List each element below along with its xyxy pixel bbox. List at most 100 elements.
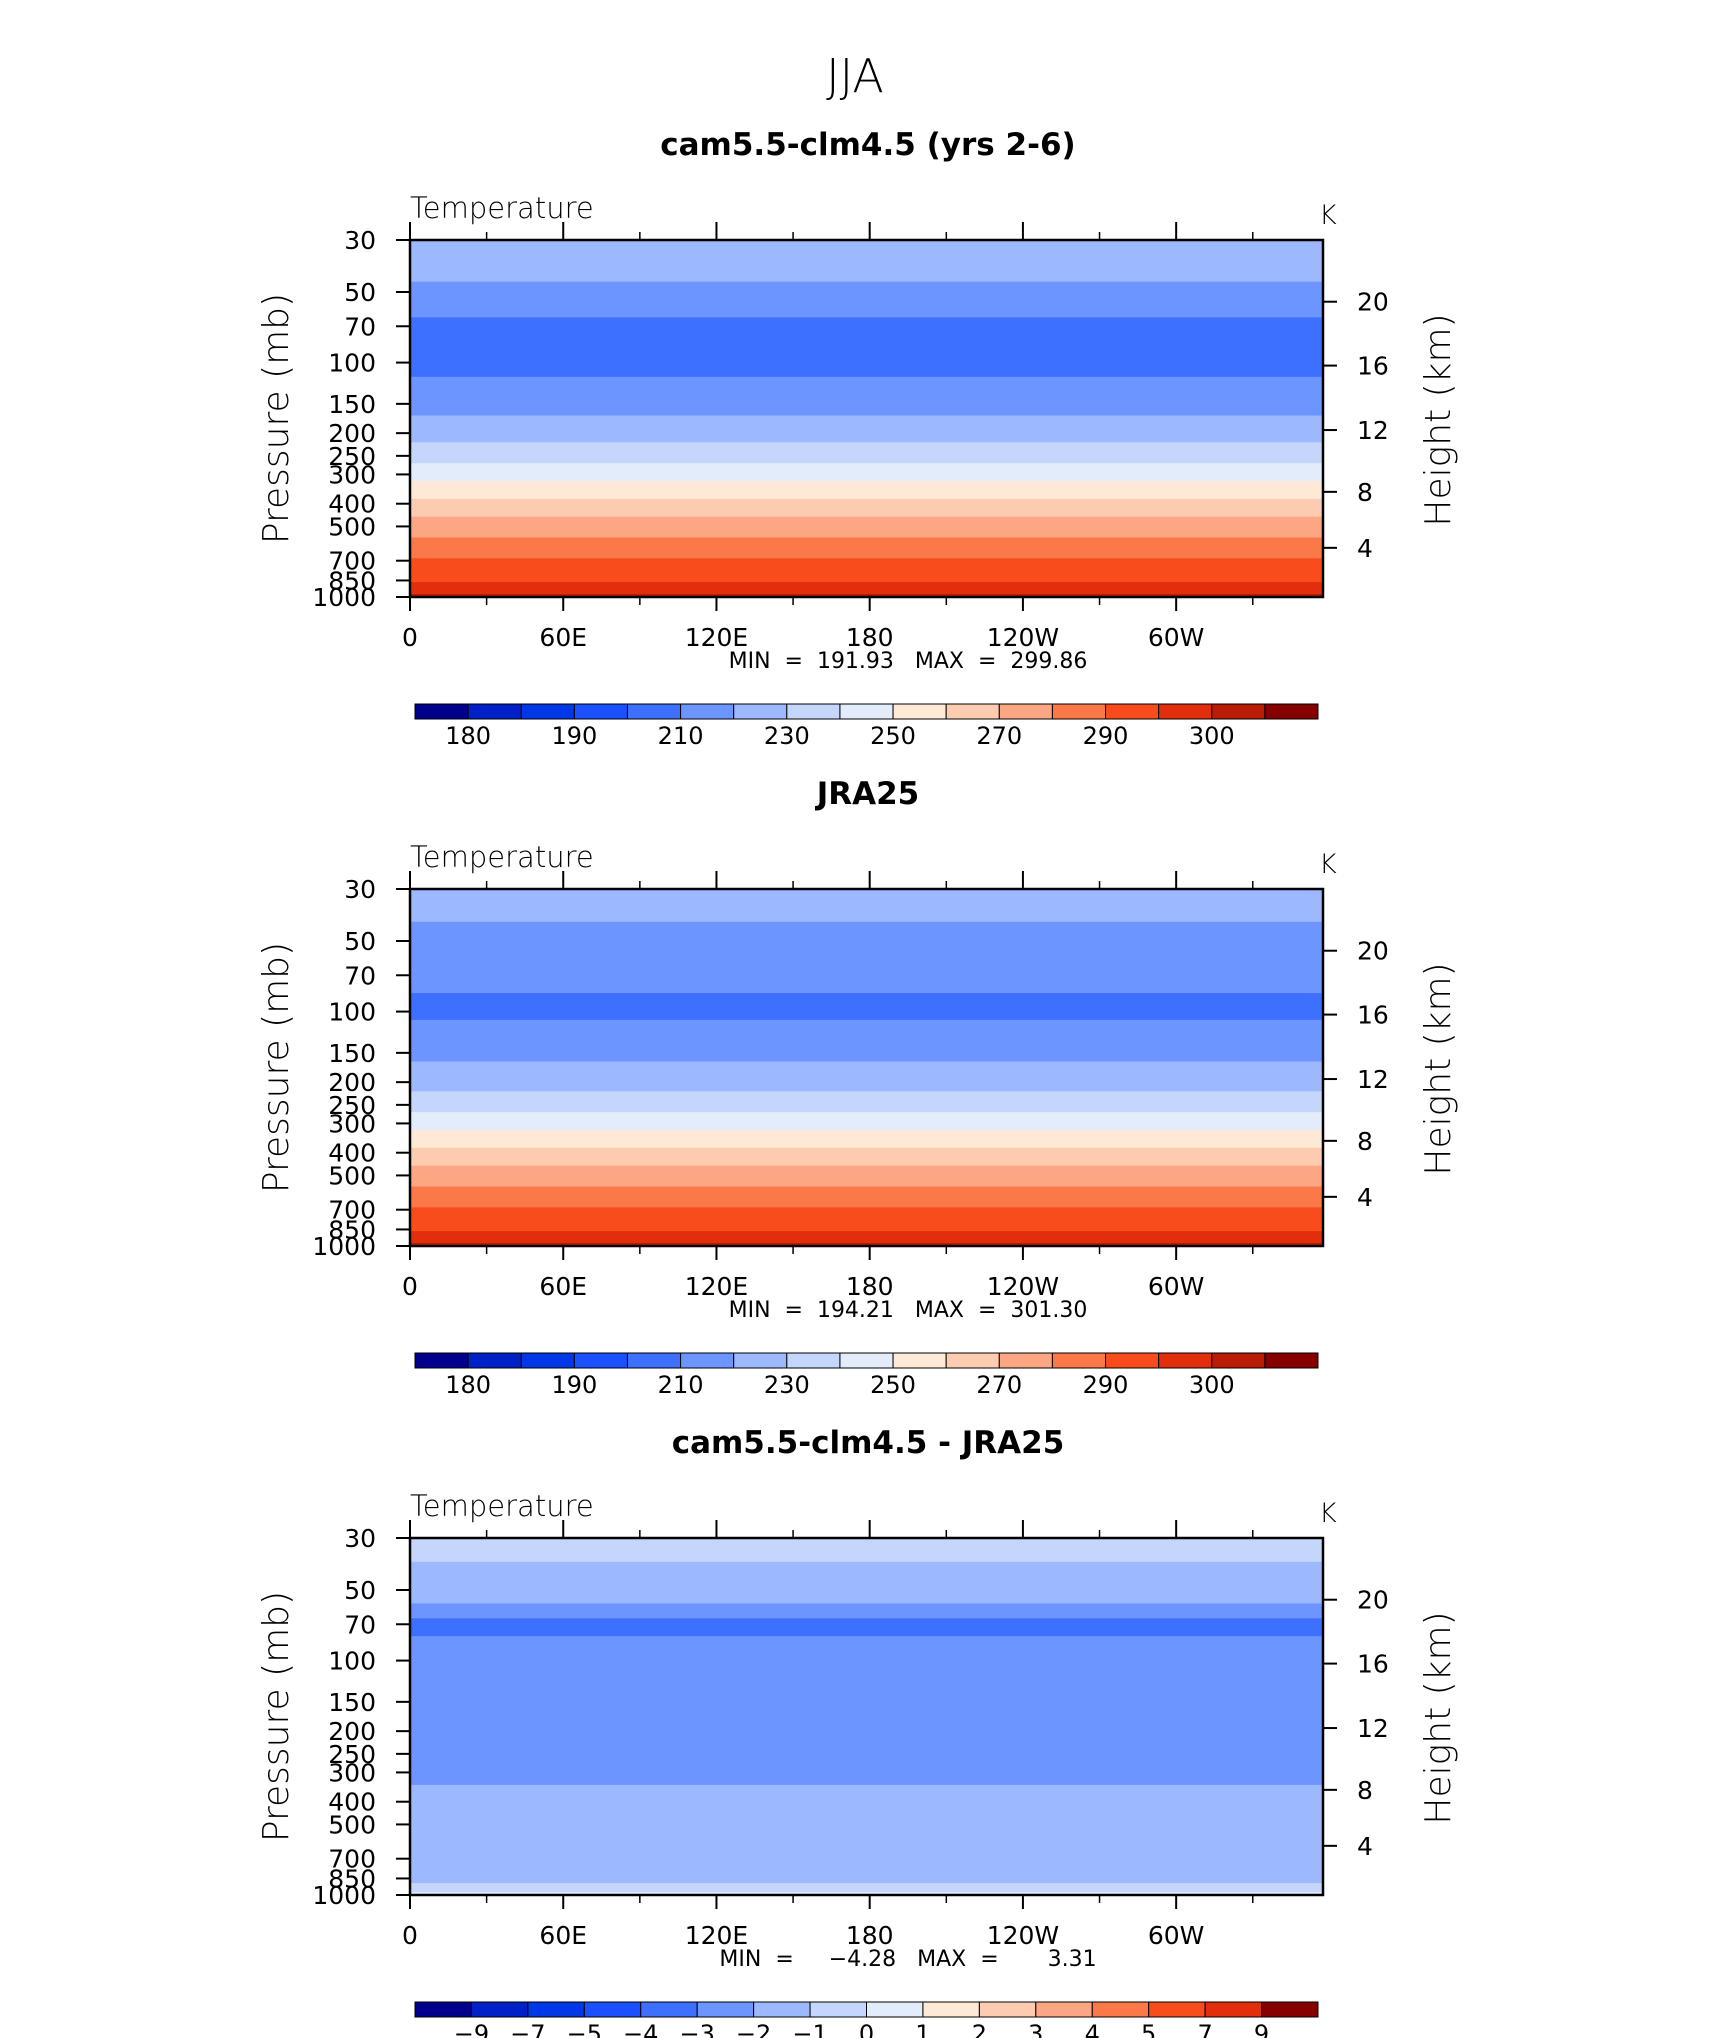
contour-band <box>410 397 1323 402</box>
contour-band <box>410 942 1323 947</box>
contour-band <box>410 1832 1323 1837</box>
contour-band <box>410 939 1323 944</box>
contour-band <box>410 472 1323 476</box>
y2-axis-label: Height (km) <box>1418 313 1459 526</box>
contour-band <box>410 978 1323 982</box>
contour-band <box>410 1853 1323 1857</box>
contour-band <box>410 1889 1323 1893</box>
contour-band <box>410 1091 1323 1095</box>
contour-band <box>410 1591 1323 1596</box>
contour-band <box>410 1633 1323 1637</box>
y2-tick-label: 12 <box>1357 416 1389 445</box>
y-tick-label: 30 <box>344 875 376 904</box>
y2-tick-label: 16 <box>1357 352 1389 381</box>
contour-band <box>410 1153 1323 1158</box>
contour-band <box>410 1231 1323 1235</box>
y2-axis-label: Height (km) <box>1418 962 1459 1175</box>
contour-band <box>410 257 1323 262</box>
contour-band <box>410 394 1323 399</box>
contour-band <box>410 385 1323 390</box>
contour-band <box>410 1118 1323 1122</box>
contour-band <box>410 1698 1323 1703</box>
contour-band <box>410 1758 1323 1762</box>
contour-band <box>410 1115 1323 1119</box>
colorbar-box <box>680 1352 735 1369</box>
contour-band <box>410 498 1323 503</box>
contour-band <box>410 1013 1323 1018</box>
colorbar-box <box>866 2001 924 2018</box>
contour-band <box>410 954 1323 959</box>
y2-tick-label: 12 <box>1357 1714 1389 1743</box>
contour-band <box>410 1802 1323 1807</box>
contour-band <box>410 1773 1323 1777</box>
contour-band <box>410 1207 1323 1211</box>
y2-tick-label: 16 <box>1357 1650 1389 1679</box>
contour-band <box>410 439 1323 443</box>
contour-band <box>410 519 1323 524</box>
contour-band <box>410 531 1323 536</box>
y-tick-label: 850 <box>328 566 376 595</box>
colorbar-box <box>1261 2001 1319 2018</box>
contour-band <box>410 1719 1323 1724</box>
contour-band <box>410 1106 1323 1110</box>
contour-band <box>410 448 1323 452</box>
y-axis-label: Pressure (mb) <box>256 1591 297 1842</box>
colorbar-box <box>1211 703 1266 720</box>
contour-band <box>410 272 1323 277</box>
contour-band <box>410 948 1323 953</box>
contour-band <box>410 299 1323 304</box>
contour-band <box>410 418 1323 423</box>
colorbar-label: 0 <box>859 2020 874 2038</box>
y-tick-label: 250 <box>328 1091 376 1120</box>
contour-band <box>410 350 1323 354</box>
contour-band <box>410 412 1323 417</box>
y-tick-label: 150 <box>328 1039 376 1068</box>
colorbar-label: 190 <box>551 1371 597 1399</box>
contour-band <box>410 364 1323 369</box>
contour-band <box>410 1778 1323 1783</box>
colorbar-label: 1 <box>915 2020 930 2038</box>
colorbar-box <box>680 703 735 720</box>
colorbar-label: 290 <box>1083 722 1129 750</box>
colorbar-label: 230 <box>764 1371 810 1399</box>
contour-band <box>410 1713 1323 1718</box>
contour-band <box>410 507 1323 512</box>
contour-band <box>410 1159 1323 1164</box>
contour-band <box>410 1642 1323 1646</box>
contour-band <box>410 1228 1323 1232</box>
contour-band <box>410 338 1323 342</box>
contour-band <box>410 287 1323 292</box>
contour-band <box>410 1147 1323 1152</box>
contour-band <box>410 1034 1323 1039</box>
colorbar-box <box>892 703 947 720</box>
contour-band <box>410 933 1323 938</box>
colorbar-label: 300 <box>1189 722 1235 750</box>
contour-band <box>410 1865 1323 1869</box>
contour-band <box>410 1826 1323 1831</box>
contour-band <box>410 1883 1323 1887</box>
colorbar-box <box>978 2001 1037 2018</box>
contour-band <box>410 275 1323 280</box>
contour-band <box>410 1615 1323 1619</box>
contour-band <box>410 1671 1323 1676</box>
contour-band <box>410 1862 1323 1866</box>
contour-band <box>410 1597 1323 1602</box>
contour-band <box>410 516 1323 521</box>
contour-band <box>410 1859 1323 1863</box>
contour-band <box>410 1162 1323 1167</box>
contour-band <box>410 960 1323 964</box>
y-tick-label: 400 <box>328 1788 376 1817</box>
contour-band <box>410 903 1323 908</box>
contour-band <box>410 894 1323 899</box>
min-max-stats: MIN = 194.21 MAX = 301.30 <box>729 1298 1088 1323</box>
contour-band <box>410 1192 1323 1197</box>
contour-band <box>410 1838 1323 1843</box>
colorbar-box <box>839 1352 894 1369</box>
contour-band <box>410 1683 1323 1688</box>
contour-band <box>410 260 1323 265</box>
contour-band <box>410 513 1323 518</box>
contour-band <box>410 1686 1323 1691</box>
contour-band <box>410 1216 1323 1220</box>
